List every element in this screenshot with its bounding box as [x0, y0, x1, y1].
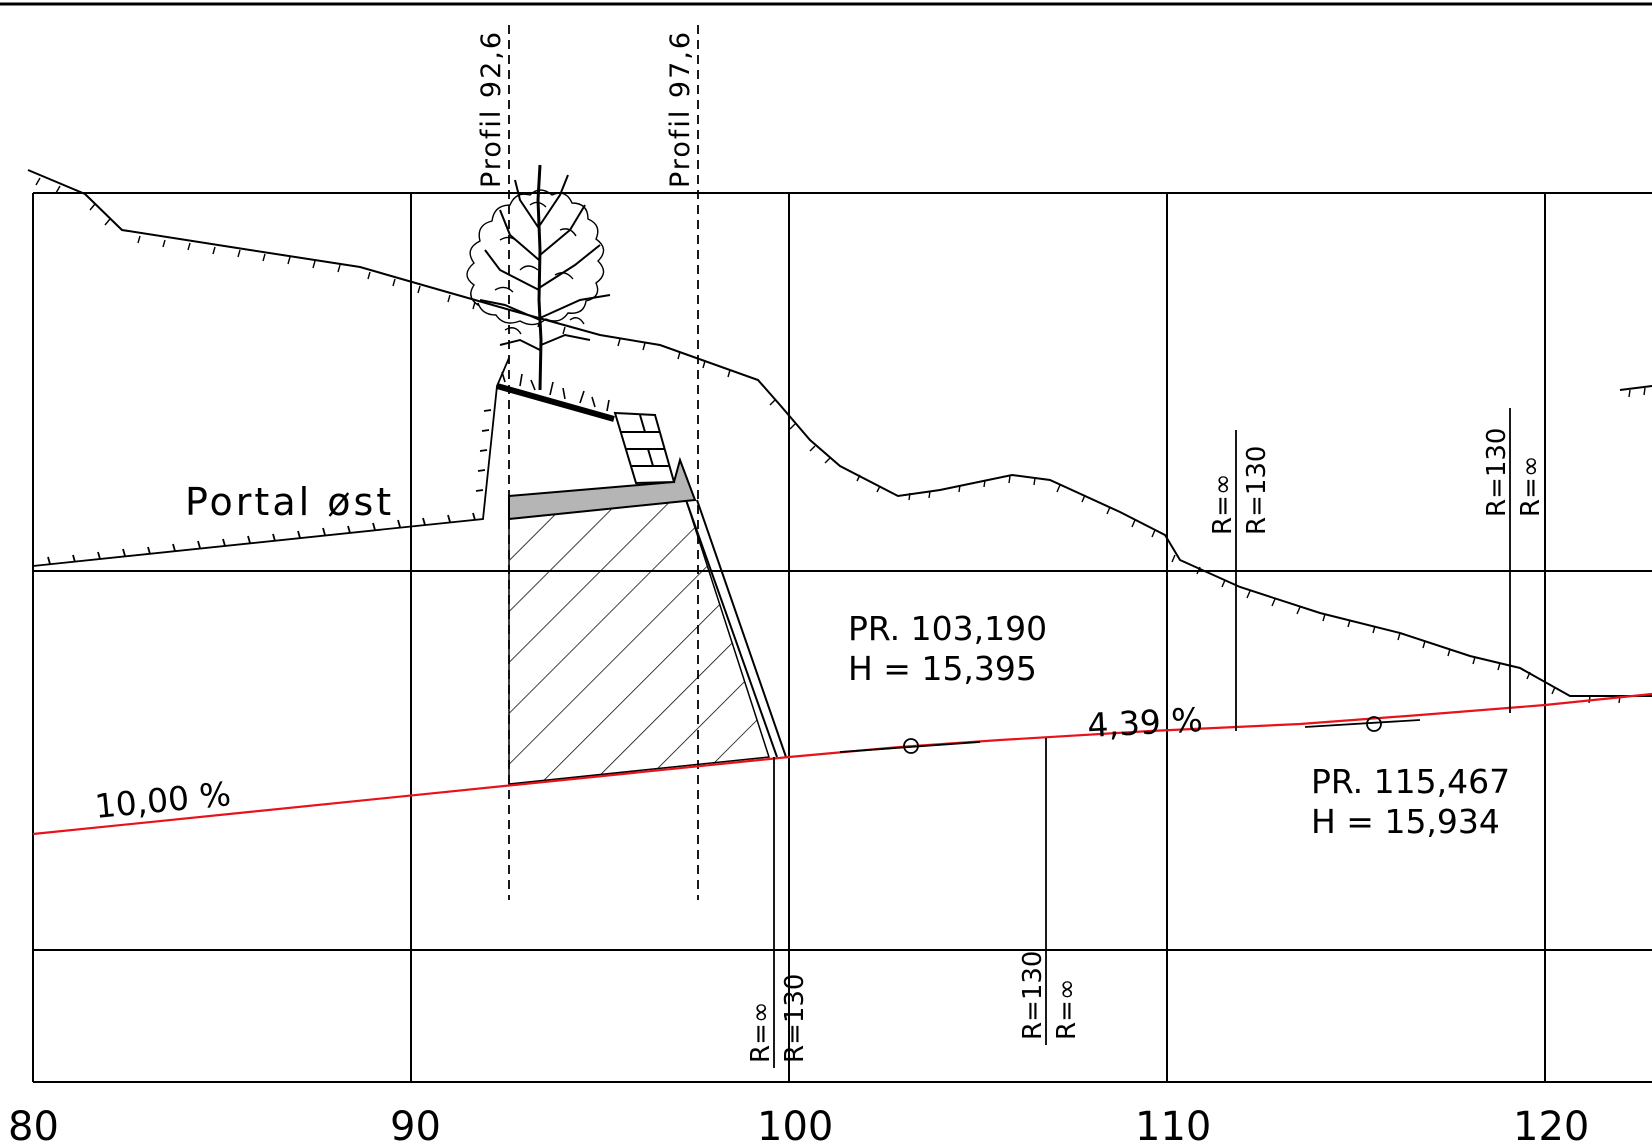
section-label-97-6: Profil 97,6 — [665, 30, 696, 188]
radius-marker-4-top: R=130 — [1482, 428, 1512, 517]
section-cut-lines — [508, 25, 699, 900]
radius-marker-3-bottom: R=130 — [1242, 446, 1272, 535]
station-grid — [32, 192, 1652, 1083]
grade-label-right: 4,39 % — [1086, 700, 1203, 745]
station-label-110: 110 — [1135, 1104, 1211, 1146]
grass-strip — [496, 371, 615, 422]
tree-icon — [466, 164, 611, 391]
radius-marker-2: R=130 R=∞ — [1018, 951, 1082, 1040]
station-label-120: 120 — [1513, 1104, 1589, 1146]
curve-point-marker-2 — [1366, 716, 1382, 732]
radius-marker-2-top: R=130 — [1018, 951, 1048, 1040]
station-axis-labels: 80 90 100 110 120 — [8, 1104, 1589, 1146]
curve-point-1-pr: PR. 103,190 — [848, 609, 1047, 648]
radius-marker-2-bottom: R=∞ — [1052, 978, 1082, 1040]
curve-point-1-h: H = 15,395 — [848, 649, 1037, 688]
terrain-hatching — [35, 177, 1646, 704]
curve-point-2-pr: PR. 115,467 — [1311, 762, 1510, 801]
portal-slab — [508, 456, 697, 521]
radius-marker-4: R=130 R=∞ — [1482, 428, 1546, 517]
terrain-surface — [27, 169, 1652, 697]
radius-marker-1-top: R=∞ — [746, 1001, 776, 1063]
retaining-wall-face — [685, 499, 787, 758]
station-label-100: 100 — [757, 1104, 833, 1146]
radius-marker-3: R=∞ R=130 — [1208, 446, 1272, 535]
curve-point-2-h: H = 15,934 — [1311, 802, 1500, 841]
radius-marker-lines — [773, 408, 1511, 1068]
cut-slope-line — [32, 357, 510, 567]
stone-block-wall — [613, 411, 676, 485]
grade-label-left: 10,00 % — [93, 774, 232, 826]
radius-marker-1: R=∞ R=130 — [746, 974, 810, 1063]
station-label-90: 90 — [390, 1104, 441, 1146]
radius-marker-4-bottom: R=∞ — [1516, 455, 1546, 517]
section-label-92-6: Profil 92,6 — [476, 30, 507, 188]
radius-marker-1-bottom: R=130 — [780, 974, 810, 1063]
portal-concrete-hatch — [508, 499, 770, 785]
road-profile-line — [32, 692, 1652, 836]
radius-marker-3-top: R=∞ — [1208, 473, 1238, 535]
curve-point-marker-1 — [903, 738, 919, 754]
station-label-80: 80 — [8, 1104, 59, 1146]
curve-tangents — [839, 716, 1421, 754]
portal-label: Portal øst — [185, 480, 394, 524]
